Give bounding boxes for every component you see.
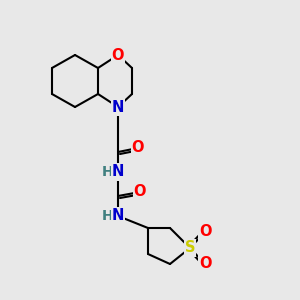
Text: O: O (112, 47, 124, 62)
Text: S: S (185, 241, 195, 256)
Text: H: H (102, 209, 114, 223)
Text: O: O (132, 140, 144, 155)
Text: N: N (112, 164, 124, 179)
Text: N: N (112, 208, 124, 224)
Text: O: O (134, 184, 146, 200)
Text: O: O (199, 256, 211, 272)
Text: H: H (102, 165, 114, 179)
Text: N: N (112, 100, 124, 115)
Text: O: O (199, 224, 211, 239)
